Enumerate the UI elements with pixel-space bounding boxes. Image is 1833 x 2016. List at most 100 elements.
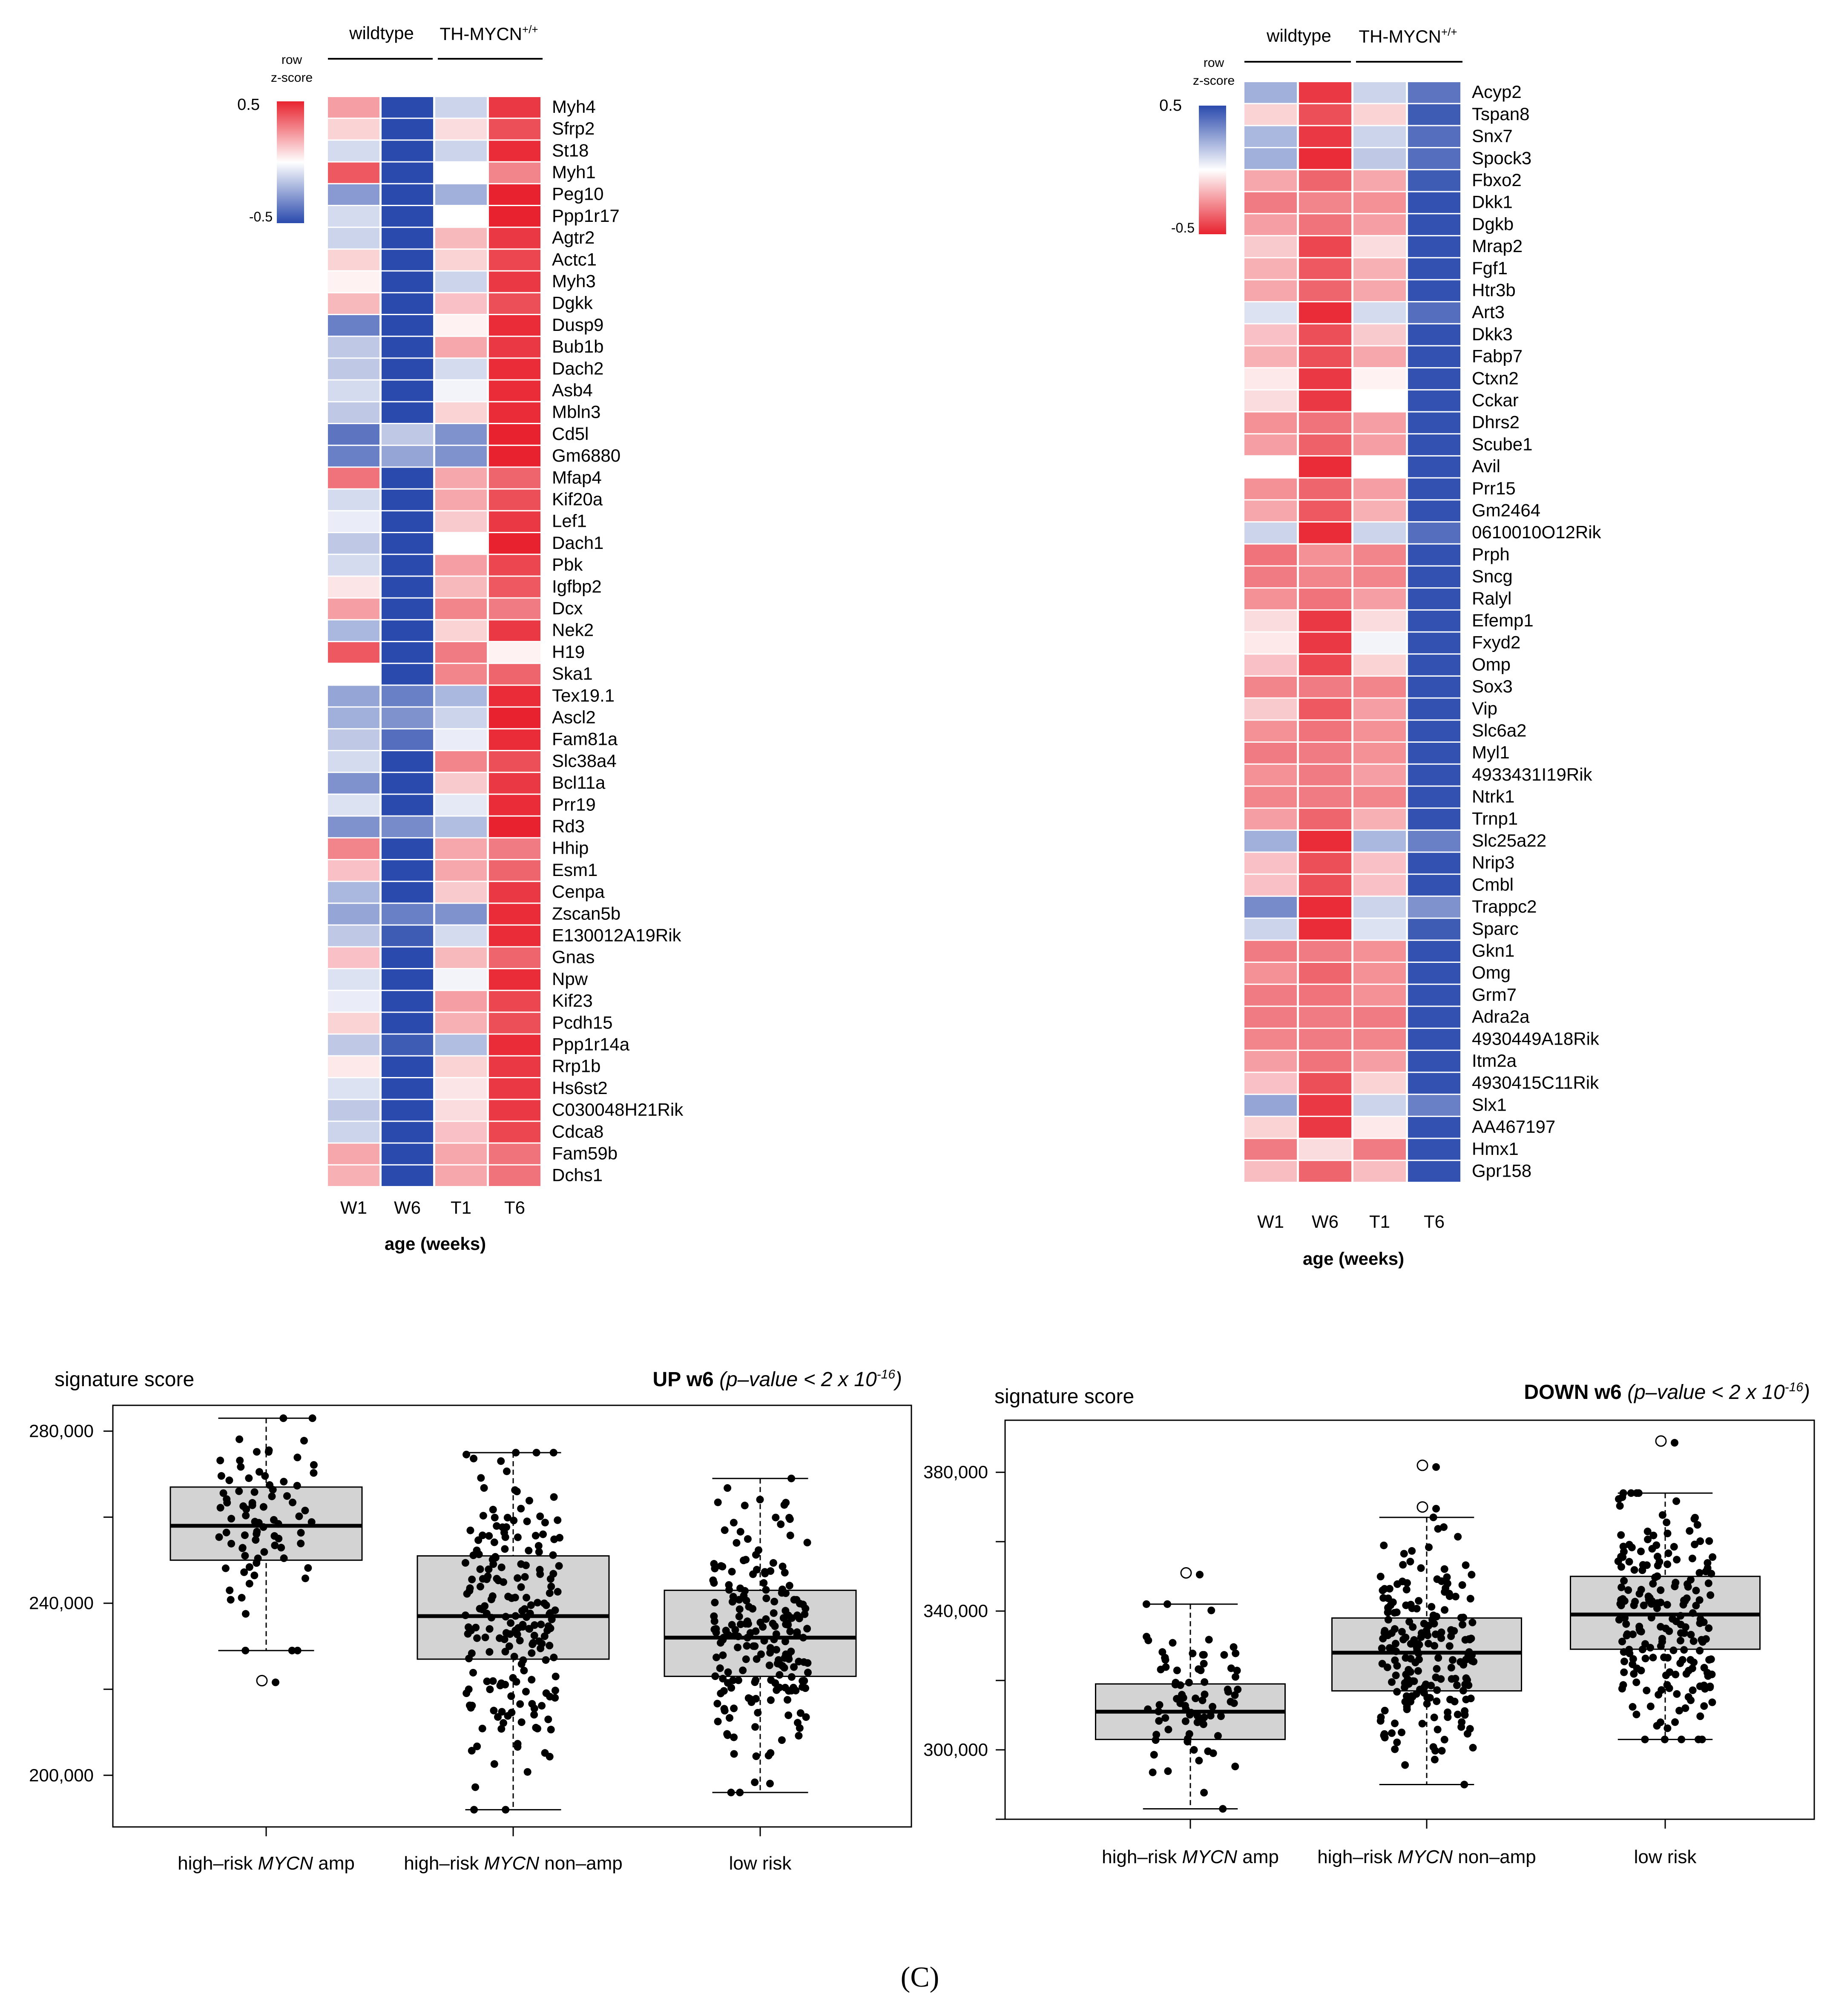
heatmap-cell xyxy=(489,991,540,1012)
gene-label: Tspan8 xyxy=(1472,104,1529,124)
data-point xyxy=(1632,1710,1641,1718)
data-point xyxy=(507,1619,515,1627)
heatmap-cell xyxy=(328,838,379,859)
data-point xyxy=(788,1614,796,1622)
gene-label: Mfap4 xyxy=(552,467,602,487)
data-point xyxy=(546,1693,554,1701)
heatmap-cell xyxy=(489,686,540,706)
heatmap-cell xyxy=(1299,456,1351,477)
heatmap-cell xyxy=(1353,589,1406,609)
group-label-mycn-base: TH-MYCN xyxy=(440,24,522,44)
heatmap-cell xyxy=(382,468,433,488)
heatmap-cell xyxy=(1299,1161,1351,1182)
data-point xyxy=(237,1463,245,1471)
heatmap-cell xyxy=(1353,985,1406,1006)
column-label: T6 xyxy=(504,1198,525,1218)
heatmap-cell xyxy=(489,468,540,488)
data-point xyxy=(1423,1694,1431,1702)
heatmap-cell xyxy=(1299,896,1351,918)
data-point xyxy=(1623,1630,1631,1638)
heatmap-cell xyxy=(1353,192,1406,213)
heatmap-down-w6: Acyp2Tspan8Snx7Spock3Fbxo2Dkk1DgkbMrap2F… xyxy=(1159,26,1601,1269)
heatmap-cell xyxy=(1353,919,1406,940)
heatmap-up-w6: Myh4Sfrp2St18Myh1Peg10Ppp1r17Agtr2Actc1M… xyxy=(237,23,684,1254)
data-point xyxy=(250,1571,259,1579)
data-point xyxy=(297,1539,305,1548)
heatmap-cell xyxy=(1353,523,1406,543)
data-point xyxy=(1658,1686,1666,1694)
heatmap-cell xyxy=(328,468,379,488)
data-point xyxy=(490,1760,498,1768)
data-point xyxy=(1204,1747,1212,1755)
gene-label: Dkk1 xyxy=(1472,192,1513,212)
heatmap-cell xyxy=(1299,698,1351,720)
data-point xyxy=(1620,1577,1628,1585)
gene-label: Pcdh15 xyxy=(552,1012,612,1032)
data-point xyxy=(1150,1751,1158,1759)
data-point xyxy=(713,1653,721,1661)
heatmap-cell xyxy=(1408,896,1460,918)
data-point xyxy=(1152,1736,1160,1744)
heatmap-cell xyxy=(435,751,487,772)
group-label-wildtype: wildtype xyxy=(1266,26,1331,46)
data-point xyxy=(1433,1665,1441,1673)
data-point xyxy=(1457,1614,1465,1622)
category-label-gene: MYCN xyxy=(1182,1847,1237,1867)
data-point xyxy=(1192,1694,1200,1703)
heatmap-cell xyxy=(1408,214,1460,235)
heatmap-cell xyxy=(1244,258,1297,279)
data-point xyxy=(517,1660,526,1668)
heatmap-cell xyxy=(1244,456,1297,477)
heatmap-cell xyxy=(328,511,379,532)
data-point xyxy=(1220,1651,1228,1659)
heatmap-cell xyxy=(1244,721,1297,741)
data-point xyxy=(271,1541,279,1549)
heatmap-cell xyxy=(435,162,487,183)
data-point xyxy=(1647,1614,1655,1622)
data-point xyxy=(547,1726,555,1734)
data-point xyxy=(1643,1528,1652,1536)
data-point xyxy=(1405,1618,1414,1626)
data-point xyxy=(486,1648,494,1656)
gene-label: Ska1 xyxy=(552,663,593,683)
data-point xyxy=(1630,1566,1638,1574)
data-point xyxy=(478,1724,486,1732)
data-point xyxy=(1629,1655,1637,1663)
heatmap-cell xyxy=(382,1100,433,1121)
column-label: W6 xyxy=(1312,1212,1339,1232)
data-point xyxy=(1470,1657,1478,1666)
heatmap-cell xyxy=(1353,1073,1406,1094)
title-bold: DOWN w6 xyxy=(1524,1381,1627,1404)
data-point xyxy=(1402,1585,1411,1594)
data-point xyxy=(803,1539,811,1547)
data-point xyxy=(1231,1691,1239,1699)
data-point xyxy=(802,1605,810,1613)
gene-label: Snx7 xyxy=(1472,126,1513,146)
heatmap-cell xyxy=(328,1078,379,1099)
heatmap-cell xyxy=(382,228,433,249)
heatmap-cell xyxy=(489,1013,540,1034)
outlier-point xyxy=(1416,1501,1428,1513)
gene-label: Kif23 xyxy=(552,991,593,1011)
data-point xyxy=(754,1709,762,1717)
data-point xyxy=(1692,1586,1700,1594)
data-point xyxy=(1233,1666,1241,1674)
data-point xyxy=(1688,1554,1696,1562)
data-point xyxy=(465,1701,474,1709)
data-point xyxy=(753,1655,761,1663)
heatmap-cell xyxy=(328,489,379,510)
data-point xyxy=(740,1557,748,1565)
data-point xyxy=(1672,1671,1680,1679)
heatmap-cell xyxy=(1408,610,1460,632)
data-point xyxy=(280,1478,288,1486)
column-label: W1 xyxy=(1257,1212,1284,1232)
heatmap-cell xyxy=(382,555,433,576)
heatmap-cell xyxy=(1408,412,1460,434)
data-point xyxy=(501,1545,509,1553)
heatmap-cell xyxy=(1408,589,1460,609)
data-point xyxy=(1155,1717,1163,1725)
heatmap-cell xyxy=(435,795,487,816)
data-point xyxy=(502,1806,510,1814)
data-point xyxy=(1453,1681,1461,1689)
data-point xyxy=(517,1505,525,1513)
